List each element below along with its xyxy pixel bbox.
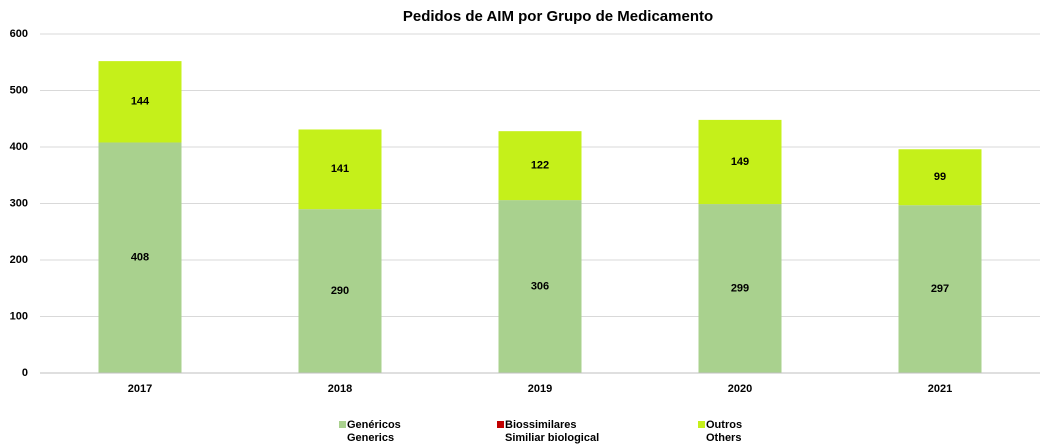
y-tick-label: 0 [22,367,28,379]
y-tick-label: 200 [10,254,28,266]
legend-label: Biossimilares [505,419,577,431]
x-tick-label: 2017 [128,383,152,395]
legend-swatch [339,421,346,428]
data-label: 306 [531,280,549,292]
bar-segment [698,204,782,373]
bar-segment [298,129,382,210]
data-label: 141 [331,163,349,175]
y-tick-label: 500 [10,84,28,96]
bar-segment [98,61,182,143]
bar-segment [98,142,182,373]
bar-segment [298,209,382,373]
chart-title: Pedidos de AIM por Grupo de Medicamento [403,8,713,25]
y-tick-label: 100 [10,310,28,322]
bar-segment [498,200,582,373]
bar-segment [698,119,782,205]
data-label: 299 [731,282,749,294]
legend-label: Similiar biological [505,432,599,444]
data-label: 297 [931,283,949,295]
bar-segment [898,149,982,206]
y-tick-label: 300 [10,197,28,209]
data-label: 149 [731,156,749,168]
data-label: 408 [131,252,149,264]
legend-label: Outros [706,419,742,431]
legend-label: Genéricos [347,419,401,431]
data-label: 99 [934,171,946,183]
bar-segment [898,205,982,373]
x-tick-label: 2018 [328,383,352,395]
data-label: 290 [331,285,349,297]
x-tick-label: 2020 [728,383,752,395]
x-tick-label: 2021 [928,383,952,395]
legend-label: Generics [347,432,394,444]
data-label: 122 [531,160,549,172]
y-tick-label: 400 [10,141,28,153]
y-tick-label: 600 [10,28,28,40]
legend-swatch [497,421,504,428]
legend-swatch [698,421,705,428]
legend-label: Others [706,432,741,444]
x-tick-label: 2019 [528,383,552,395]
data-label: 144 [131,96,150,108]
bar-segment [498,131,582,201]
